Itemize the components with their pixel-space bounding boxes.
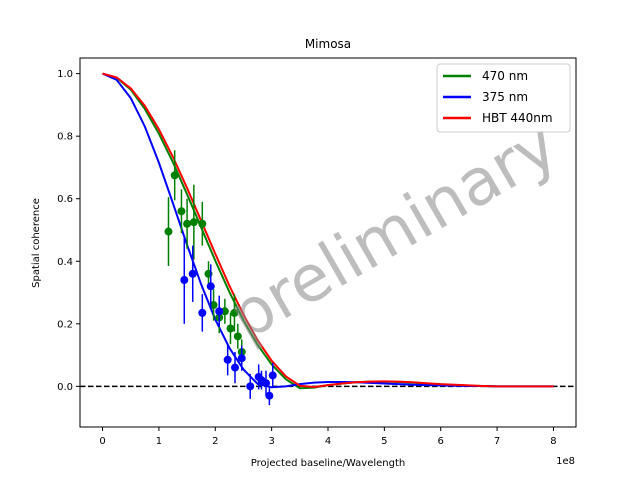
x-axis-offset-text: 1e8 [556,456,575,467]
x-tick-label-7: 7 [494,436,500,447]
data-point-375-nm-3 [206,282,215,291]
data-point-470-nm-2 [177,207,186,216]
data-point-470-nm-10 [226,324,235,333]
data-point-375-nm-6 [231,363,239,372]
x-tick-label-0: 0 [99,436,105,447]
y-tick-label-4: 0.8 [57,132,73,143]
data-point-470-nm-0 [164,227,173,236]
y-tick-label-5: 1.0 [57,69,73,80]
data-point-375-nm-8 [246,382,255,391]
data-point-470-nm-4 [189,218,198,227]
data-point-470-nm-7 [209,301,218,310]
legend: 470 nm 375 nm HBT 440nm [436,63,571,133]
x-tick-label-8: 8 [550,436,556,447]
data-point-470-nm-12 [233,332,242,341]
chart-title: Mimosa [305,37,351,51]
data-point-375-nm-11 [262,379,270,388]
data-point-470-nm-1 [170,171,179,180]
curve-hbt-440nm [102,72,554,388]
data-point-470-nm-3 [183,219,192,228]
x-tick-label-6: 6 [438,436,444,447]
legend-box [436,63,571,133]
y-axis-label: Spatial coherence [31,198,42,288]
data-point-375-nm-7 [237,354,246,363]
data-point-375-nm-0 [180,276,189,285]
legend-label-470-nm: 470 nm [482,69,528,83]
legend-label-hbt-440nm: HBT 440nm [482,111,553,125]
data-point-470-nm-11 [230,308,239,317]
y-tick-label-1: 0.2 [57,319,73,330]
data-point-375-nm-12 [265,391,274,400]
data-point-375-nm-4 [215,307,224,316]
x-tick-label-4: 4 [325,436,331,447]
legend-label-375-nm: 375 nm [482,90,528,104]
y-tick-label-0: 0.0 [57,382,73,393]
data-point-375-nm-13 [268,371,277,380]
data-point-470-nm-9 [220,307,229,316]
x-tick-label-3: 3 [268,436,274,447]
data-point-470-nm-5 [198,219,207,228]
x-tick-label-1: 1 [156,436,162,447]
data-point-375-nm-2 [198,308,207,317]
x-axis-label: Projected baseline/Wavelength [251,458,405,469]
data-point-375-nm-5 [223,355,232,364]
plot-area: 0 1 2 3 4 5 6 7 8 0.0 0.2 0.4 0.6 0.8 1.0 [57,57,577,447]
y-tick-label-2: 0.4 [57,257,73,268]
x-tick-label-2: 2 [212,436,218,447]
data-point-375-nm-1 [188,269,197,278]
x-tick-label-5: 5 [381,436,387,447]
y-tick-label-3: 0.6 [57,194,73,205]
